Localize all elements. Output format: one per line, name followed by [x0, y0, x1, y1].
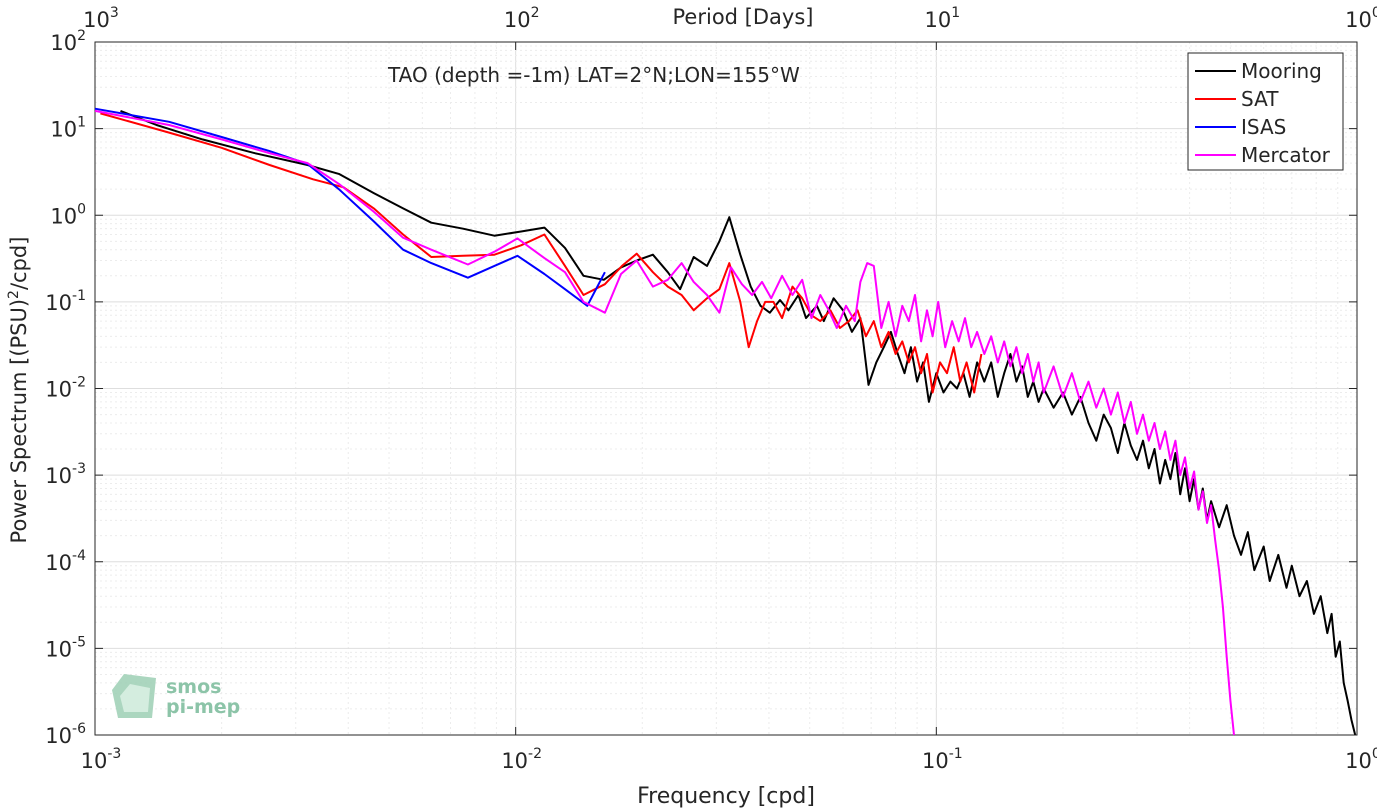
y-tick-label: 102: [50, 28, 86, 55]
x-tick-label-exponent: -2: [528, 746, 542, 762]
legend-label-sat: SAT: [1241, 87, 1279, 111]
smos-logo: smos pi-mep: [112, 674, 240, 718]
top-tick-label-base: 10: [925, 8, 952, 32]
logo-text-pimep: pi-mep: [166, 696, 240, 718]
x-tick-label-exponent: -3: [107, 746, 121, 762]
series-lines: [94, 107, 1357, 736]
y-tick-label: 10-1: [45, 288, 86, 315]
logo-graphic-inner: [120, 684, 150, 712]
chart-title: TAO (depth =-1m) LAT=2°N;LON=155°W: [387, 63, 800, 87]
y-axis-label: Power Spectrum [(PSU)2/cpd]: [6, 237, 31, 544]
y-tick-label-base: 10: [50, 118, 77, 142]
y-tick-label-base: 10: [45, 291, 72, 315]
x-tick-label: 100: [1345, 746, 1377, 773]
y-tick-label-exponent: -5: [72, 634, 86, 650]
x-axis-label: Frequency [cpd]: [637, 784, 815, 809]
x-tick-label-exponent: -1: [949, 746, 963, 762]
legend: Mooring SAT ISAS Mercator: [1187, 52, 1344, 171]
top-tick-label-base: 10: [83, 8, 110, 32]
top-tick-label: 103: [83, 5, 119, 32]
y-tick-label: 10-5: [45, 634, 86, 661]
x-tick-label-exponent: 0: [1372, 746, 1377, 762]
y-axis-label-sup: 2: [6, 290, 22, 299]
x-tick-labels: 10-3 10-2 10-1 100: [81, 746, 1377, 773]
series-line-sat: [100, 112, 983, 394]
grid-lines: [94, 42, 1357, 736]
top-tick-label-base: 10: [504, 8, 531, 32]
y-tick-label-base: 10: [50, 204, 77, 228]
top-tick-label-exponent: 2: [531, 5, 540, 21]
y-tick-label-base: 10: [45, 637, 72, 661]
y-tick-label: 10-6: [45, 721, 86, 748]
axis-ticks: [94, 41, 1358, 736]
y-tick-label-exponent: -6: [72, 721, 86, 737]
y-tick-label: 10-3: [45, 461, 86, 488]
y-axis-label-main: Power Spectrum [(PSU): [7, 299, 31, 544]
y-axis-label-tail: /cpd]: [7, 237, 31, 290]
x-tick-label: 10-1: [922, 746, 963, 773]
top-tick-labels: 103 102 101 100: [83, 5, 1377, 32]
top-tick-label: 101: [925, 5, 961, 32]
legend-label-isas: ISAS: [1241, 115, 1286, 139]
top-tick-label: 100: [1345, 5, 1377, 32]
x-tick-label-base: 10: [922, 749, 949, 773]
legend-entries: Mooring SAT ISAS Mercator: [1195, 59, 1331, 167]
series-line-isas: [94, 107, 606, 307]
legend-box: [1187, 52, 1344, 171]
x-tick-label-base: 10: [1345, 749, 1372, 773]
y-tick-label-base: 10: [45, 551, 72, 575]
y-tick-label-exponent: -3: [72, 461, 86, 477]
legend-label-mooring: Mooring: [1241, 59, 1322, 83]
y-tick-label: 100: [50, 201, 86, 228]
y-tick-label: 101: [50, 115, 86, 142]
y-tick-label-exponent: -4: [72, 548, 86, 564]
x-tick-label: 10-2: [501, 746, 542, 773]
top-tick-label-exponent: 1: [951, 5, 960, 21]
top-axis-label: Period [Days]: [673, 5, 814, 29]
legend-label-mercator: Mercator: [1241, 143, 1331, 167]
y-tick-label: 10-4: [45, 548, 86, 575]
y-tick-label: 10-2: [45, 375, 86, 402]
y-tick-label-base: 10: [45, 378, 72, 402]
top-tick-label-exponent: 0: [1372, 5, 1377, 21]
y-tick-label-exponent: 1: [77, 115, 86, 131]
y-tick-label-base: 10: [50, 31, 77, 55]
x-tick-label-base: 10: [501, 749, 528, 773]
series-line-mooring: [120, 109, 1357, 736]
series-line-mercator: [94, 109, 1235, 736]
y-tick-label-base: 10: [45, 724, 72, 748]
y-tick-label-exponent: 2: [77, 28, 86, 44]
y-tick-label-base: 10: [45, 464, 72, 488]
y-tick-label-exponent: -1: [72, 288, 86, 304]
logo-text-smos: smos: [166, 676, 221, 698]
top-tick-label-exponent: 3: [110, 5, 119, 21]
top-tick-label: 102: [504, 5, 540, 32]
y-tick-label-exponent: 0: [77, 201, 86, 217]
y-tick-label-exponent: -2: [72, 375, 86, 391]
top-tick-label-base: 10: [1345, 8, 1372, 32]
x-tick-label: 10-3: [81, 746, 122, 773]
x-tick-label-base: 10: [81, 749, 108, 773]
